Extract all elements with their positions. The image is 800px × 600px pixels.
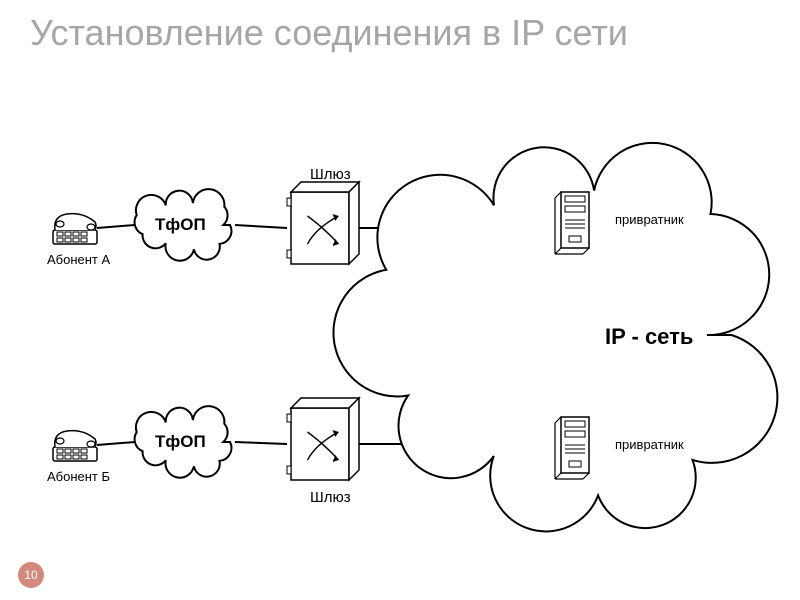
edge	[235, 442, 287, 444]
pstn_a-label: ТфОП	[155, 215, 206, 235]
gk_bot-label: привратник	[615, 437, 684, 452]
phone_b-label: Абонент Б	[47, 469, 110, 484]
edge	[97, 442, 135, 445]
phone-icon	[53, 431, 97, 461]
ip_cloud-label: IP - сеть	[605, 324, 693, 350]
edge	[97, 225, 135, 228]
page-number: 10	[24, 568, 37, 582]
phone_a-label: Абонент А	[47, 252, 110, 267]
gateway-icon	[287, 182, 359, 264]
page-number-badge: 10	[18, 562, 44, 588]
pstn_b-label: ТфОП	[155, 432, 206, 452]
edge	[235, 225, 287, 228]
gateway-icon	[287, 398, 359, 480]
gw_b-label: Шлюз	[310, 489, 351, 506]
network-diagram	[0, 0, 800, 600]
gk_top-label: привратник	[615, 212, 684, 227]
gw_a-label: Шлюз	[310, 166, 351, 183]
phone-icon	[53, 214, 97, 244]
